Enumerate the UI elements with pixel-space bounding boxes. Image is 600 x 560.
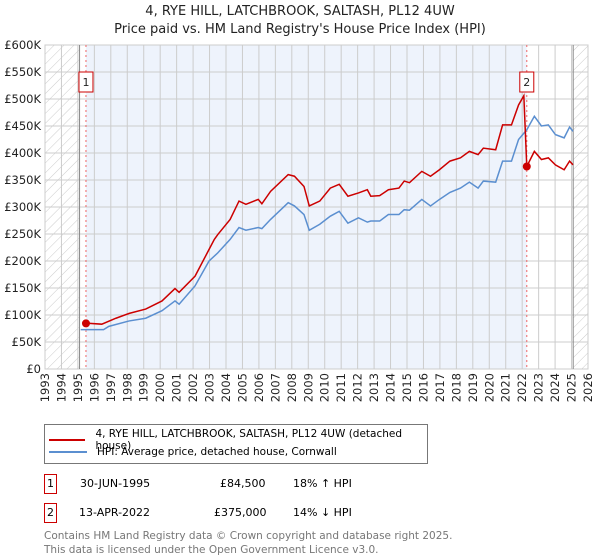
x-tick-label: 1994: [54, 373, 68, 402]
x-tick-label: 1993: [38, 373, 52, 402]
sale-badge: 2: [44, 503, 57, 523]
x-tick-label: 2018: [449, 373, 463, 402]
price-line: [85, 93, 574, 325]
x-tick-label: 2025: [565, 373, 579, 402]
hpi-line: [80, 114, 574, 331]
x-tick-label: 2016: [416, 373, 430, 402]
x-tick-label: 2019: [466, 373, 480, 402]
y-tick-label: £350K: [4, 173, 41, 187]
y-tick-label: £600K: [4, 38, 41, 52]
x-tick-label: 2009: [301, 373, 315, 402]
sale-row: 2 13-APR-2022 £375,000 14% ↓ HPI: [44, 503, 444, 523]
y-tick-label: £200K: [4, 254, 41, 268]
sale-label: 2: [523, 76, 530, 89]
y-tick-label: £100K: [4, 308, 41, 322]
legend-item-property: 4, RYE HILL, LATCHBROOK, SALTASH, PL12 4…: [49, 428, 427, 452]
footer-line: Contains HM Land Registry data © Crown c…: [44, 530, 453, 542]
x-tick-label: 2005: [235, 373, 249, 402]
x-tick-label: 2010: [318, 373, 332, 402]
x-tick-label: 2014: [384, 373, 398, 402]
x-tick-label: 2001: [170, 373, 184, 402]
x-tick-label: 2026: [581, 373, 595, 402]
y-tick-label: £300K: [4, 200, 41, 214]
price-chart: 1993 1994 1995 1996 1997 1998 1999 2000 2001 2002…: [4, 38, 595, 402]
x-tick-label: 2006: [252, 373, 266, 402]
y-tick-label: £550K: [4, 65, 41, 79]
y-tick-label: £150K: [4, 281, 41, 295]
legend-swatch: [49, 439, 86, 441]
y-tick-label: £0: [26, 362, 41, 376]
x-tick-label: 2024: [548, 373, 562, 402]
x-tick-label: 1998: [120, 373, 134, 402]
y-tick-label: £450K: [4, 119, 41, 133]
x-tick-label: 2017: [433, 373, 447, 402]
x-tick-label: 2003: [203, 373, 217, 402]
sale-price: £84,500: [220, 477, 266, 490]
sale-point: [81, 319, 90, 328]
sale-price: £375,000: [214, 506, 267, 519]
sale-hpi: 18% ↑ HPI: [293, 477, 352, 490]
footer: Contains HM Land Registry data © Crown c…: [44, 529, 452, 557]
x-tick-label: 1999: [137, 373, 151, 402]
chart-title: 4, RYE HILL, LATCHBROOK, SALTASH, PL12 4…: [145, 4, 455, 19]
sale-date: 30-JUN-1995: [80, 477, 151, 490]
x-tick-label: 2015: [400, 373, 414, 402]
legend-item-hpi: HPI: Average price, detached house, Corn…: [49, 446, 337, 458]
sale-date: 13-APR-2022: [79, 506, 151, 519]
x-tick-label: 2012: [351, 373, 365, 402]
sale-badge: 1: [44, 474, 57, 494]
y-tick-label: £500K: [4, 92, 41, 106]
sale-hpi: 14% ↓ HPI: [293, 506, 352, 519]
x-tick-label: 2002: [186, 373, 200, 402]
x-tick-label: 2020: [482, 373, 496, 402]
x-tick-label: 1997: [104, 373, 118, 402]
x-tick-label: 2021: [499, 373, 513, 402]
y-tick-label: £50K: [12, 335, 42, 349]
sale-label-box: [78, 71, 94, 93]
legend: 4, RYE HILL, LATCHBROOK, SALTASH, PL12 4…: [44, 424, 428, 464]
chart-subtitle: Price paid vs. HM Land Registry's House …: [114, 22, 486, 37]
sale-point: [522, 162, 531, 171]
legend-swatch: [49, 451, 87, 453]
x-tick-label: 2022: [515, 373, 529, 402]
y-tick-label: £250K: [4, 227, 41, 241]
x-tick-label: 2008: [285, 373, 299, 402]
sale-label: 1: [82, 76, 89, 89]
sale-label-box: [519, 71, 535, 93]
x-tick-label: 2013: [367, 373, 381, 402]
legend-label: HPI: Average price, detached house, Corn…: [97, 446, 337, 458]
y-tick-label: £400K: [4, 146, 41, 160]
footer-line: This data is licensed under the Open Gov…: [44, 544, 379, 556]
x-tick-label: 1996: [87, 373, 101, 402]
x-tick-label: 2023: [532, 373, 546, 402]
x-tick-label: 2004: [219, 373, 233, 402]
x-tick-label: 2011: [334, 373, 348, 402]
sale-row: 1 30-JUN-1995 £84,500 18% ↑ HPI: [44, 474, 444, 494]
legend-label: 4, RYE HILL, LATCHBROOK, SALTASH, PL12 4…: [95, 428, 403, 452]
x-tick-label: 2007: [268, 373, 282, 402]
x-tick-label: 1995: [71, 373, 85, 402]
x-tick-label: 2000: [153, 373, 167, 402]
